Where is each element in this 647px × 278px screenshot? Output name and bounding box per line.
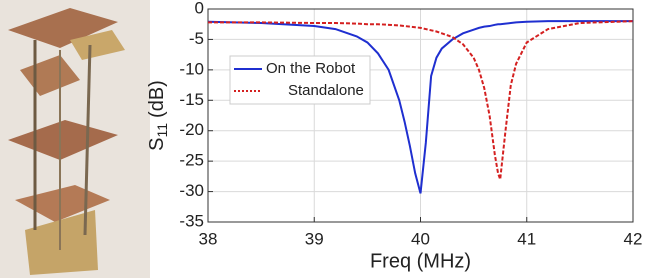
y-label-subscript: 11 <box>154 123 170 138</box>
figure: -35 -30 -25 -20 -15 -10 -5 0 38 39 40 41 42 Freq (MHz… <box>0 0 647 278</box>
y-tick-label: -20 <box>179 120 204 139</box>
y-tick-label: -25 <box>179 151 204 170</box>
robot-photo <box>0 0 150 278</box>
page: {"chart_data": {"type": "line", "xlabel"… <box>0 0 647 278</box>
x-axis-label: Freq (MHz) <box>370 250 471 272</box>
y-tick-label: -5 <box>189 29 204 48</box>
y-label-symbol: S <box>146 138 168 151</box>
y-tick-label: -30 <box>179 181 204 200</box>
y-axis-label: S11 (dB) <box>146 80 169 151</box>
y-tick-label: 0 <box>195 0 204 17</box>
x-tick-label: 40 <box>411 229 430 248</box>
x-tick-label: 41 <box>517 229 536 248</box>
legend-label: On the Robot <box>266 60 356 77</box>
x-tick-label: 42 <box>624 229 643 248</box>
y-tick-label: -15 <box>179 90 204 109</box>
x-tick-label: 38 <box>199 229 218 248</box>
legend-label: Standalone <box>288 82 364 99</box>
y-label-unit: (dB) <box>146 80 168 118</box>
x-tick-label: 39 <box>305 229 324 248</box>
y-tick-label: -10 <box>179 59 204 78</box>
y-tick-label: -35 <box>179 211 204 230</box>
